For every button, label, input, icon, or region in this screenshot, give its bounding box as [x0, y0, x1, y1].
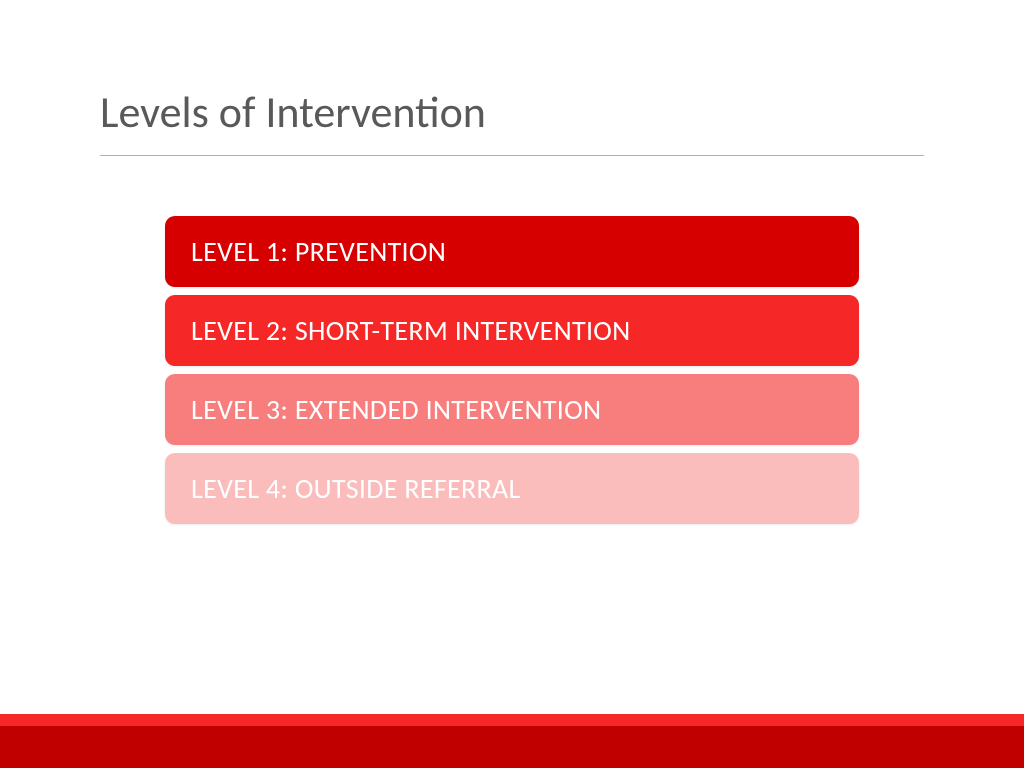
- level-box-4: LEVEL 4: OUTSIDE REFERRAL: [165, 453, 859, 524]
- footer-band: [0, 714, 1024, 768]
- level-label: LEVEL 3: EXTENDED INTERVENTION: [191, 392, 601, 427]
- title-underline: [100, 155, 924, 156]
- footer-band-top: [0, 714, 1024, 726]
- levels-list: LEVEL 1: PREVENTION LEVEL 2: SHORT-TERM …: [165, 216, 859, 524]
- footer-band-bottom: [0, 726, 1024, 768]
- title-area: Levels of Intervention: [0, 0, 1024, 156]
- level-box-1: LEVEL 1: PREVENTION: [165, 216, 859, 287]
- level-box-2: LEVEL 2: SHORT-TERM INTERVENTION: [165, 295, 859, 366]
- level-label: LEVEL 2: SHORT-TERM INTERVENTION: [191, 313, 631, 348]
- level-label: LEVEL 1: PREVENTION: [191, 234, 446, 269]
- page-title: Levels of Intervention: [100, 85, 924, 149]
- level-label: LEVEL 4: OUTSIDE REFERRAL: [191, 471, 521, 506]
- slide: Levels of Intervention LEVEL 1: PREVENTI…: [0, 0, 1024, 768]
- level-box-3: LEVEL 3: EXTENDED INTERVENTION: [165, 374, 859, 445]
